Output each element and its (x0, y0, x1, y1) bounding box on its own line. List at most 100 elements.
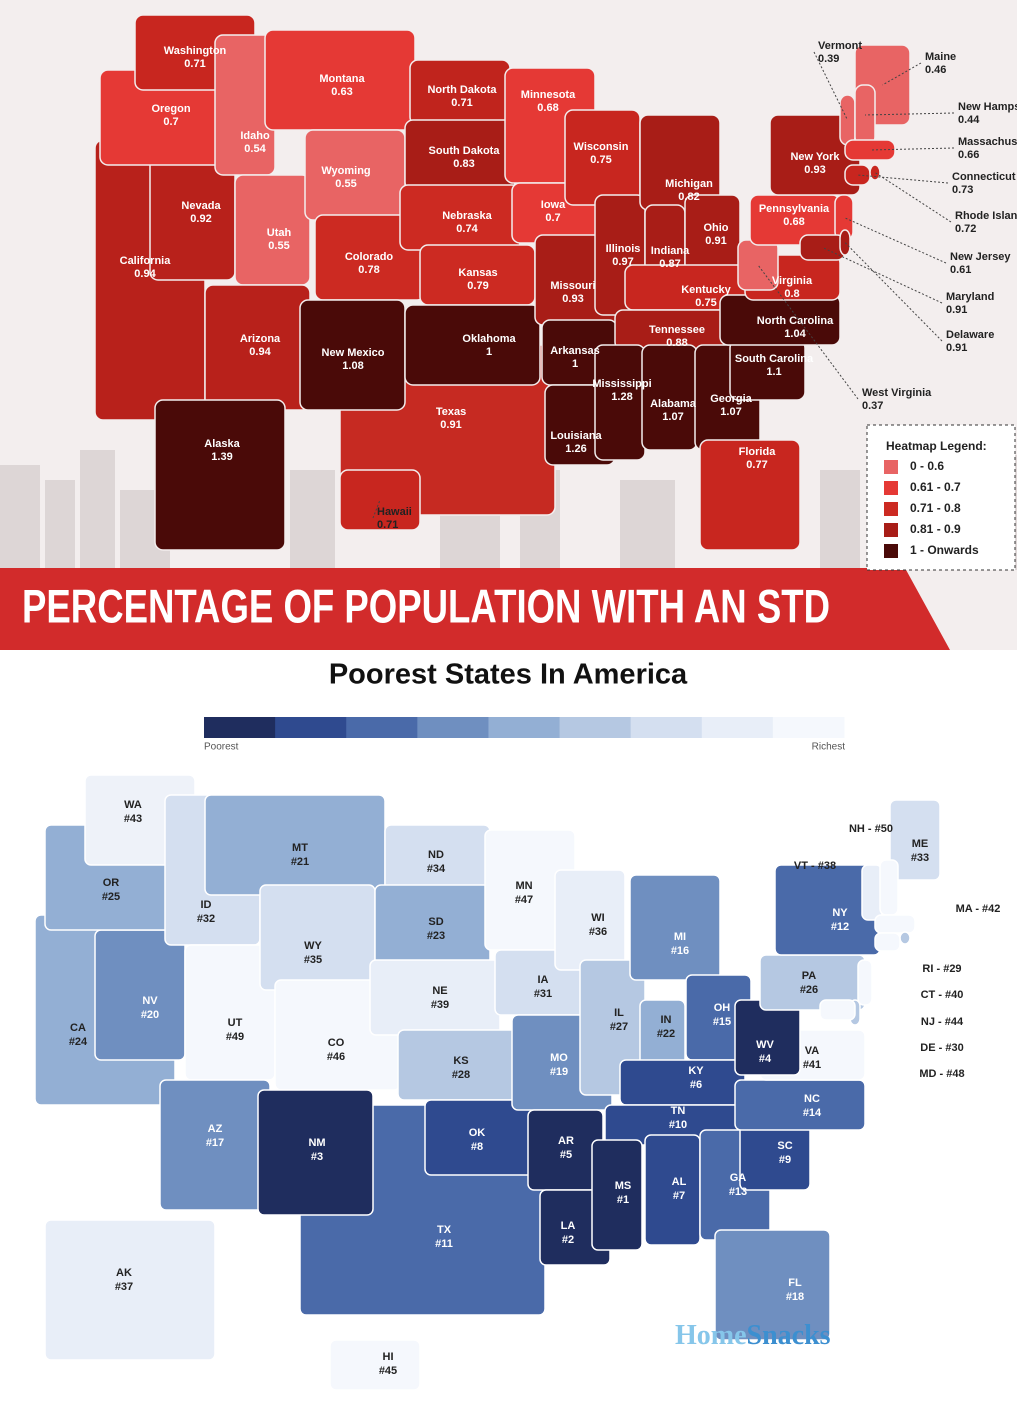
state-value: 0.77 (746, 459, 767, 471)
state-name: California (120, 255, 172, 267)
state-name: Idaho (240, 130, 270, 142)
legend-swatch (884, 502, 898, 516)
state-value: 0.78 (358, 264, 379, 276)
state-value: 0.73 (952, 184, 973, 196)
state-name: Arizona (240, 333, 281, 345)
state-shape (94, 929, 186, 1061)
state-value: 1.07 (720, 406, 741, 418)
state-shape (857, 959, 873, 1006)
state-label: MA - #42 (956, 903, 1001, 915)
state-rank: #1 (617, 1194, 629, 1206)
state-name: Vermont (818, 40, 862, 52)
state-name: Maine (925, 51, 956, 63)
state-abbr: OH (714, 1002, 731, 1014)
state-shape (369, 959, 501, 1036)
state-value: 0.61 (950, 264, 971, 276)
state-name: Washington (164, 45, 227, 57)
state-abbr: WV (756, 1039, 774, 1051)
map-layer (34, 14, 941, 1391)
state-shape (879, 859, 899, 916)
state-value: 0.7 (163, 116, 178, 128)
scale-swatch (204, 717, 276, 738)
state-rank: #35 (304, 954, 322, 966)
state-abbr: FL (788, 1277, 802, 1289)
state-rank: #5 (560, 1149, 572, 1161)
logo: HomeSnacks (675, 1320, 831, 1351)
state-rank: #19 (550, 1066, 568, 1078)
scale-low-label: Poorest (204, 742, 239, 753)
state-rank: #24 (69, 1036, 88, 1048)
top-title: PERCENTAGE OF POPULATION WITH AN STD (22, 579, 830, 632)
state-name: Iowa (541, 199, 566, 211)
state-label: NH - #50 (849, 823, 893, 835)
logo-part: Snacks (747, 1320, 831, 1351)
state-value: 0.63 (331, 86, 352, 98)
state-value: 0.46 (925, 64, 946, 76)
state-name: Maryland (946, 291, 994, 303)
state-name: Alabama (650, 398, 697, 410)
state-label: NJ - #44 (921, 1016, 964, 1028)
state-abbr: CA (70, 1022, 86, 1034)
state-value: 0.71 (377, 519, 398, 531)
state-shape (874, 914, 916, 934)
state-value: 1.04 (784, 328, 806, 340)
scale-swatch (275, 717, 347, 738)
state-value: 0.87 (659, 258, 680, 270)
state-abbr: NY (832, 907, 848, 919)
state-label: DE - #30 (920, 1042, 963, 1054)
state-rank: #7 (673, 1190, 685, 1202)
state-value: 0.79 (467, 280, 488, 292)
state-name: Alaska (204, 438, 240, 450)
state-rank: #12 (831, 921, 849, 933)
state-abbr: MS (615, 1180, 632, 1192)
state-name: South Carolina (735, 353, 814, 365)
state-rank: #45 (379, 1365, 397, 1377)
state-name: Georgia (710, 393, 752, 405)
state-name: Utah (267, 227, 292, 239)
state-name: Rhode Island (955, 210, 1017, 222)
state-abbr: IN (661, 1014, 672, 1026)
state-value: 0.66 (958, 149, 979, 161)
state-value: 1.07 (662, 411, 683, 423)
state-abbr: NM (308, 1137, 325, 1149)
state-shape (889, 799, 941, 881)
legend-label: 1 - Onwards (910, 543, 979, 557)
state-shape (861, 864, 883, 921)
state-rank: #13 (729, 1186, 747, 1198)
leader-line (813, 51, 848, 121)
state-abbr: SC (777, 1140, 792, 1152)
state-abbr: MI (674, 931, 686, 943)
state-value: 1.28 (611, 391, 632, 403)
leader-line (822, 247, 943, 304)
state-name: Oklahoma (462, 333, 516, 345)
state-name: Louisiana (550, 430, 602, 442)
leader-line (843, 217, 947, 264)
state-name: Texas (436, 406, 466, 418)
state-rank: #15 (713, 1016, 731, 1028)
state-rank: #32 (197, 913, 215, 925)
state-name: Minnesota (521, 89, 576, 101)
state-value: 0.54 (244, 143, 266, 155)
state-value: 0.55 (268, 240, 289, 252)
state-rank: #33 (911, 852, 929, 864)
state-rank: #21 (291, 856, 309, 868)
state-abbr: NE (432, 985, 447, 997)
state-shape (819, 999, 856, 1021)
state-name: Missouri (550, 280, 595, 292)
state-value: 0.75 (590, 154, 611, 166)
leader-line (857, 174, 949, 184)
state-shape (591, 1139, 643, 1251)
state-rank: #47 (515, 894, 533, 906)
state-value: 1 (572, 358, 578, 370)
scale-swatch (417, 717, 489, 738)
state-rank: #18 (786, 1291, 804, 1303)
state-rank: #9 (779, 1154, 791, 1166)
state-label: CT - #40 (921, 989, 964, 1001)
state-rank: #8 (471, 1141, 483, 1153)
state-shape (329, 1339, 421, 1391)
legend-title: Heatmap Legend: (886, 439, 987, 453)
state-abbr: IA (538, 974, 549, 986)
state-value: 0.91 (440, 419, 461, 431)
legend-swatch (884, 460, 898, 474)
